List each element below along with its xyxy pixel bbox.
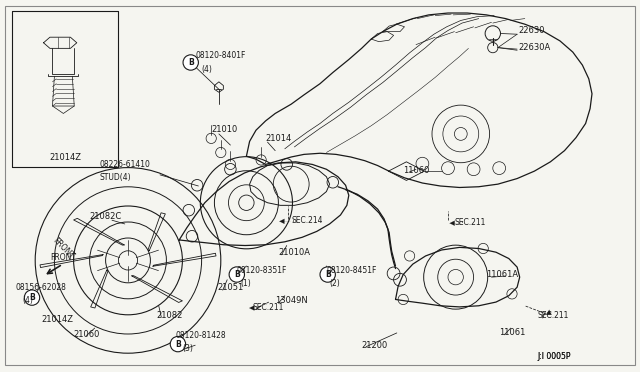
Text: 21051: 21051: [218, 283, 244, 292]
Text: 21060: 21060: [74, 330, 100, 339]
Text: 21014Z: 21014Z: [42, 315, 74, 324]
Text: 21010: 21010: [211, 125, 237, 134]
Circle shape: [183, 55, 198, 70]
Circle shape: [24, 290, 40, 305]
Circle shape: [320, 267, 335, 282]
Text: 08156-62028: 08156-62028: [16, 283, 67, 292]
Text: B: B: [325, 270, 330, 279]
Text: J:I 0005P: J:I 0005P: [538, 352, 571, 361]
Text: FRONT: FRONT: [51, 236, 76, 261]
Text: SEC.211: SEC.211: [538, 311, 569, 320]
Text: B: B: [234, 270, 239, 279]
Text: (2): (2): [330, 279, 340, 288]
Text: 22630: 22630: [518, 26, 545, 35]
Text: B: B: [29, 293, 35, 302]
Text: (4): (4): [202, 65, 212, 74]
Text: 21014: 21014: [266, 134, 292, 143]
Text: J:I 0005P: J:I 0005P: [538, 352, 571, 361]
Text: SEC.211: SEC.211: [454, 218, 486, 227]
Text: 08120-8401F: 08120-8401F: [195, 51, 246, 60]
Text: 11061: 11061: [499, 328, 525, 337]
Text: 08120-8451F: 08120-8451F: [326, 266, 377, 275]
Text: 21014Z: 21014Z: [49, 153, 81, 162]
Text: 11060: 11060: [403, 166, 429, 175]
Text: SEC.214: SEC.214: [291, 216, 323, 225]
Text: STUD(4): STUD(4): [99, 173, 131, 182]
Text: FRONT: FRONT: [50, 253, 76, 262]
Text: (4): (4): [22, 296, 33, 305]
Text: SEC.211: SEC.211: [253, 304, 284, 312]
Text: 21200: 21200: [362, 341, 388, 350]
Circle shape: [170, 336, 186, 352]
Text: (1): (1): [240, 279, 251, 288]
Text: 08120-81428: 08120-81428: [176, 331, 227, 340]
Text: B: B: [175, 340, 180, 349]
Text: 08226-61410: 08226-61410: [99, 160, 150, 169]
Text: 08120-8351F: 08120-8351F: [237, 266, 287, 275]
Text: 21082: 21082: [157, 311, 183, 320]
Text: (3): (3): [182, 344, 193, 353]
Text: 21010A: 21010A: [278, 248, 310, 257]
Text: 21082C: 21082C: [90, 212, 122, 221]
Text: 22630A: 22630A: [518, 43, 550, 52]
Text: B: B: [188, 58, 193, 67]
Text: 13049N: 13049N: [275, 296, 308, 305]
Circle shape: [229, 267, 244, 282]
Text: 11061A: 11061A: [486, 270, 518, 279]
